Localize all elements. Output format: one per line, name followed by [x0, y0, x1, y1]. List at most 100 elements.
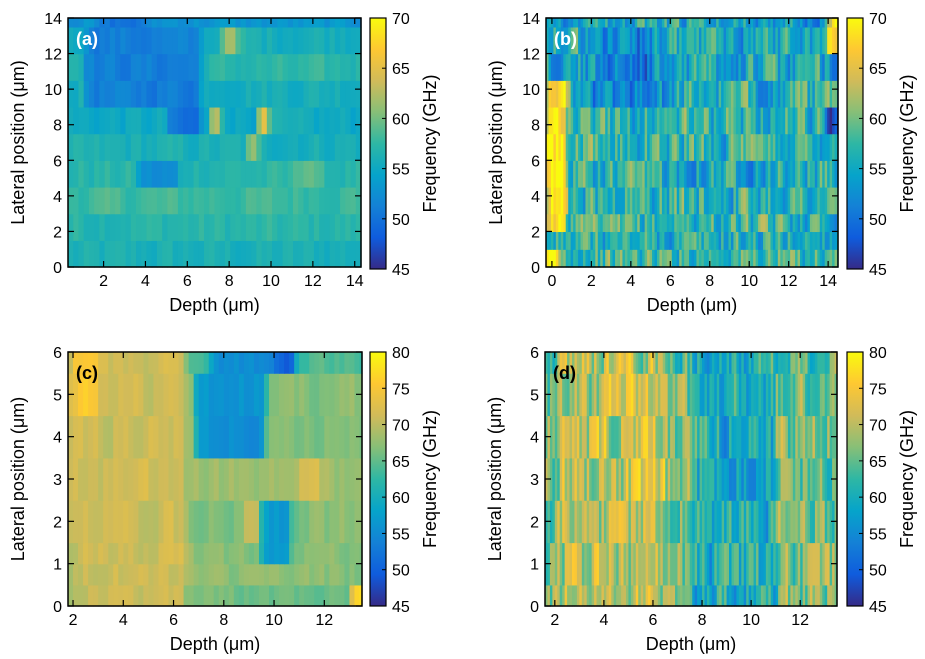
heatmap-cell — [277, 106, 284, 135]
heatmap-cell — [600, 160, 604, 188]
heatmap-cell — [576, 584, 580, 607]
heatmap-cell — [133, 415, 139, 459]
heatmap-cell — [648, 373, 652, 417]
heatmap-cell — [628, 352, 632, 374]
heatmap-cell — [787, 186, 791, 215]
heatmap-cell — [235, 80, 242, 108]
heatmap-cell — [573, 80, 577, 108]
heatmap-cell — [141, 133, 148, 161]
heatmap-cell — [738, 500, 742, 544]
heatmap-cell — [812, 249, 816, 268]
heatmap-cell — [628, 542, 632, 586]
heatmap-cell — [627, 186, 631, 215]
heatmap-cell — [214, 80, 221, 108]
heatmap-cell — [797, 160, 801, 188]
heatmap-cell — [691, 160, 695, 188]
heatmap-cell — [767, 106, 772, 135]
heatmap-cell — [723, 213, 727, 233]
heatmap-cell — [819, 415, 823, 459]
heatmap-cell — [748, 542, 752, 586]
heatmap-cell — [671, 80, 675, 108]
heatmap-cell — [634, 160, 638, 188]
heatmap-cell — [638, 500, 642, 544]
heatmap-cell — [743, 106, 747, 135]
heatmap-cell — [670, 373, 674, 417]
heatmap-cell — [817, 542, 821, 586]
y-axis-label: Lateral position (μm) — [8, 60, 28, 224]
heatmap-cell — [632, 160, 636, 188]
heatmap-cell — [279, 457, 285, 501]
heatmap-cell — [151, 133, 158, 161]
heatmap-cell — [565, 249, 569, 268]
colorbar-tick-label: 65 — [392, 61, 410, 78]
heatmap-cell — [698, 26, 702, 55]
heatmap-cell — [719, 373, 723, 417]
heatmap-cell — [580, 249, 584, 268]
heatmap-cell — [178, 500, 185, 544]
heatmap-cell — [602, 133, 606, 161]
heatmap-cell — [640, 373, 644, 417]
heatmap-cell — [634, 106, 638, 135]
heatmap-cell — [738, 584, 742, 607]
heatmap-cell — [721, 415, 725, 459]
heatmap-cell — [158, 415, 165, 459]
heatmap-cell — [289, 584, 295, 607]
heatmap-cell — [324, 542, 330, 565]
heatmap-cell — [605, 133, 609, 161]
heatmap-cell — [313, 160, 320, 188]
heatmap-cell — [238, 457, 245, 501]
heatmap-cell — [153, 563, 160, 586]
heatmap-cell — [235, 160, 242, 188]
heatmap-cell — [718, 26, 722, 55]
heatmap-cell — [324, 106, 331, 135]
heatmap-cell — [792, 26, 796, 55]
heatmap-cell — [612, 133, 616, 161]
heatmap-cell — [829, 160, 833, 188]
heatmap-cell — [104, 133, 111, 161]
heatmap-cell — [209, 26, 216, 55]
heatmap-cell — [607, 160, 611, 188]
y-tick-label: 1 — [530, 557, 539, 574]
heatmap-cell — [812, 18, 816, 28]
heatmap-cell — [193, 213, 200, 241]
heatmap-cell — [88, 373, 94, 417]
heatmap-cell — [261, 80, 268, 108]
heatmap-cell — [659, 231, 663, 250]
x-tick-label: 12 — [780, 273, 798, 290]
heatmap-cell — [569, 352, 573, 374]
heatmap-cell — [676, 249, 680, 268]
heatmap-cell — [553, 213, 557, 233]
heatmap-cell — [355, 106, 362, 135]
heatmap-cell — [272, 160, 278, 188]
heatmap-cell — [748, 352, 752, 374]
heatmap-cell — [669, 80, 673, 108]
heatmap-cell — [780, 231, 784, 250]
heatmap-cell — [219, 240, 226, 268]
heatmap-cell — [716, 231, 720, 250]
heatmap-cell — [623, 542, 627, 586]
heatmap-cell — [83, 53, 90, 81]
heatmap-cell — [272, 26, 278, 55]
heatmap-cell — [667, 352, 671, 374]
heatmap-cell — [765, 231, 769, 250]
heatmap-cell — [580, 53, 584, 81]
heatmap-cell — [805, 373, 809, 417]
heatmap-cell — [756, 500, 760, 544]
heatmap-cell — [780, 26, 784, 55]
heatmap-cell — [610, 231, 614, 250]
heatmap-cell — [209, 80, 216, 108]
heatmap-cell — [245, 160, 252, 188]
heatmap-cell — [309, 584, 315, 607]
heatmap-cell — [637, 186, 641, 215]
heatmap-cell — [146, 240, 153, 268]
heatmap-cell — [669, 186, 673, 215]
heatmap-cell — [188, 542, 195, 565]
heatmap-cells — [546, 18, 839, 268]
heatmap-cell — [269, 373, 275, 417]
heatmap-cell — [748, 500, 752, 544]
heatmap-cell — [718, 160, 722, 188]
heatmap-cell — [785, 213, 789, 233]
heatmap-cell — [610, 53, 614, 81]
heatmap-cell — [167, 106, 174, 135]
heatmap-cell — [743, 160, 747, 188]
